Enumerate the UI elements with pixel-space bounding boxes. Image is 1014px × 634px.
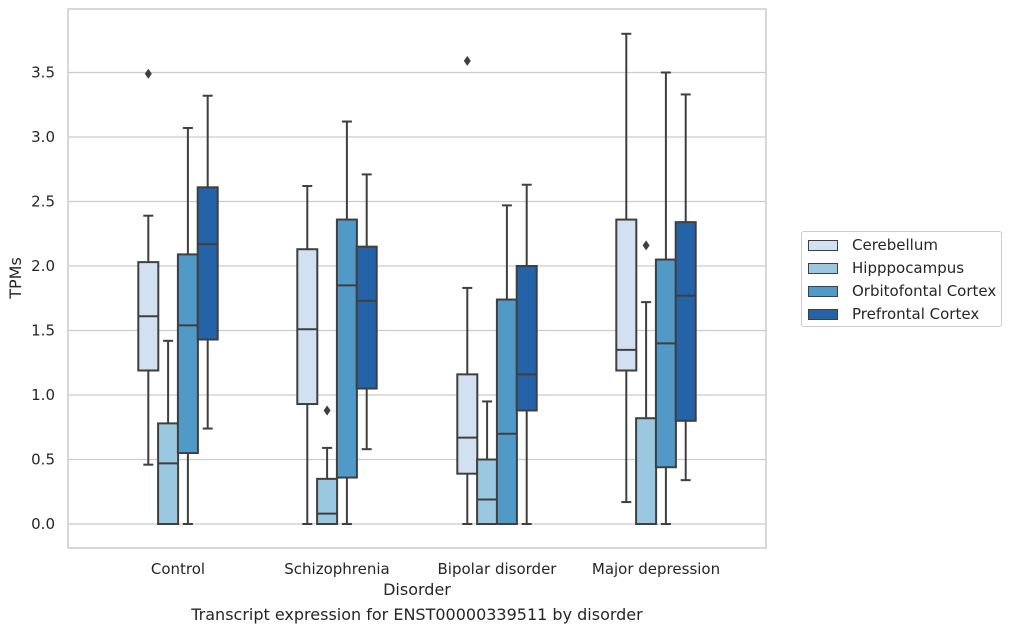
legend-swatch xyxy=(808,285,838,297)
box-iqr xyxy=(615,218,638,372)
y-axis-title: TPMs xyxy=(6,257,25,300)
y-tick-label: 0.0 xyxy=(31,515,55,533)
legend-item-hippocampus: Hipppocampus xyxy=(808,258,964,278)
y-tick-label: 3.5 xyxy=(31,64,55,82)
box-iqr xyxy=(296,248,319,406)
box-iqr xyxy=(674,221,697,422)
box-iqr xyxy=(654,258,677,469)
box-2-3 xyxy=(654,71,677,525)
y-tick-label: 0.5 xyxy=(31,451,55,469)
box-1-1 xyxy=(316,405,339,526)
box-iqr xyxy=(316,477,339,526)
plot-area-frame xyxy=(67,8,767,549)
y-tick-label: 1.0 xyxy=(31,386,55,404)
y-tick-label: 3.0 xyxy=(31,128,55,146)
legend-swatch xyxy=(808,239,838,251)
outlier-point xyxy=(323,405,331,416)
box-series xyxy=(137,32,697,526)
x-tick-label: Schizophrenia xyxy=(284,560,389,578)
outlier-point xyxy=(642,240,650,251)
box-2-0 xyxy=(176,126,199,525)
y-tick-label: 1.5 xyxy=(31,322,55,340)
y-tick-label: 2.0 xyxy=(31,257,55,275)
legend-swatch xyxy=(808,308,838,320)
legend-item-cerebellum: Cerebellum xyxy=(808,235,938,255)
box-iqr xyxy=(355,245,378,390)
box-iqr xyxy=(196,186,219,341)
box-0-1 xyxy=(296,185,319,525)
box-0-2 xyxy=(456,55,479,525)
x-axis-title: Disorder xyxy=(383,580,451,599)
box-2-2 xyxy=(495,204,518,526)
box-iqr xyxy=(495,298,518,526)
legend: Cerebellum Hipppocampus Orbitofontal Cor… xyxy=(801,231,1002,327)
box-iqr xyxy=(456,373,479,475)
legend-label: Hipppocampus xyxy=(852,259,965,277)
box-3-3 xyxy=(674,93,697,482)
box-3-0 xyxy=(196,94,219,430)
box-iqr xyxy=(176,253,199,455)
box-0-0 xyxy=(137,68,160,466)
box-1-3 xyxy=(635,240,658,525)
box-iqr xyxy=(515,265,538,412)
y-tick-label: 2.5 xyxy=(31,193,55,211)
outlier-point xyxy=(144,68,152,79)
legend-label: Orbitofontal Cortex xyxy=(852,282,997,300)
box-1-2 xyxy=(476,400,499,525)
box-1-0 xyxy=(157,339,180,526)
legend-label: Cerebellum xyxy=(852,236,938,254)
legend-item-orbitofrontal-cortex: Orbitofontal Cortex xyxy=(808,281,996,301)
box-0-3 xyxy=(615,32,638,504)
legend-item-prefrontal-cortex: Prefrontal Cortex xyxy=(808,304,979,324)
box-3-2 xyxy=(515,183,538,525)
x-tick-label: Major depression xyxy=(592,560,720,578)
legend-label: Prefrontal Cortex xyxy=(852,305,980,323)
figure-caption: Transcript expression for ENST0000033951… xyxy=(191,605,643,624)
box-iqr xyxy=(335,218,358,479)
legend-swatch xyxy=(808,262,838,274)
box-2-1 xyxy=(335,120,358,525)
box-iqr xyxy=(476,458,499,525)
box-iqr xyxy=(157,422,180,526)
box-iqr xyxy=(635,417,658,525)
box-3-1 xyxy=(355,173,378,451)
outlier-point xyxy=(463,55,471,66)
x-tick-label: Control xyxy=(151,560,205,578)
x-tick-label: Bipolar disorder xyxy=(438,560,558,578)
axis-tick-labels: 0.0 0.5 1.0 1.5 2.0 2.5 3.0 3.5 Control Schizophr… xyxy=(31,64,720,579)
